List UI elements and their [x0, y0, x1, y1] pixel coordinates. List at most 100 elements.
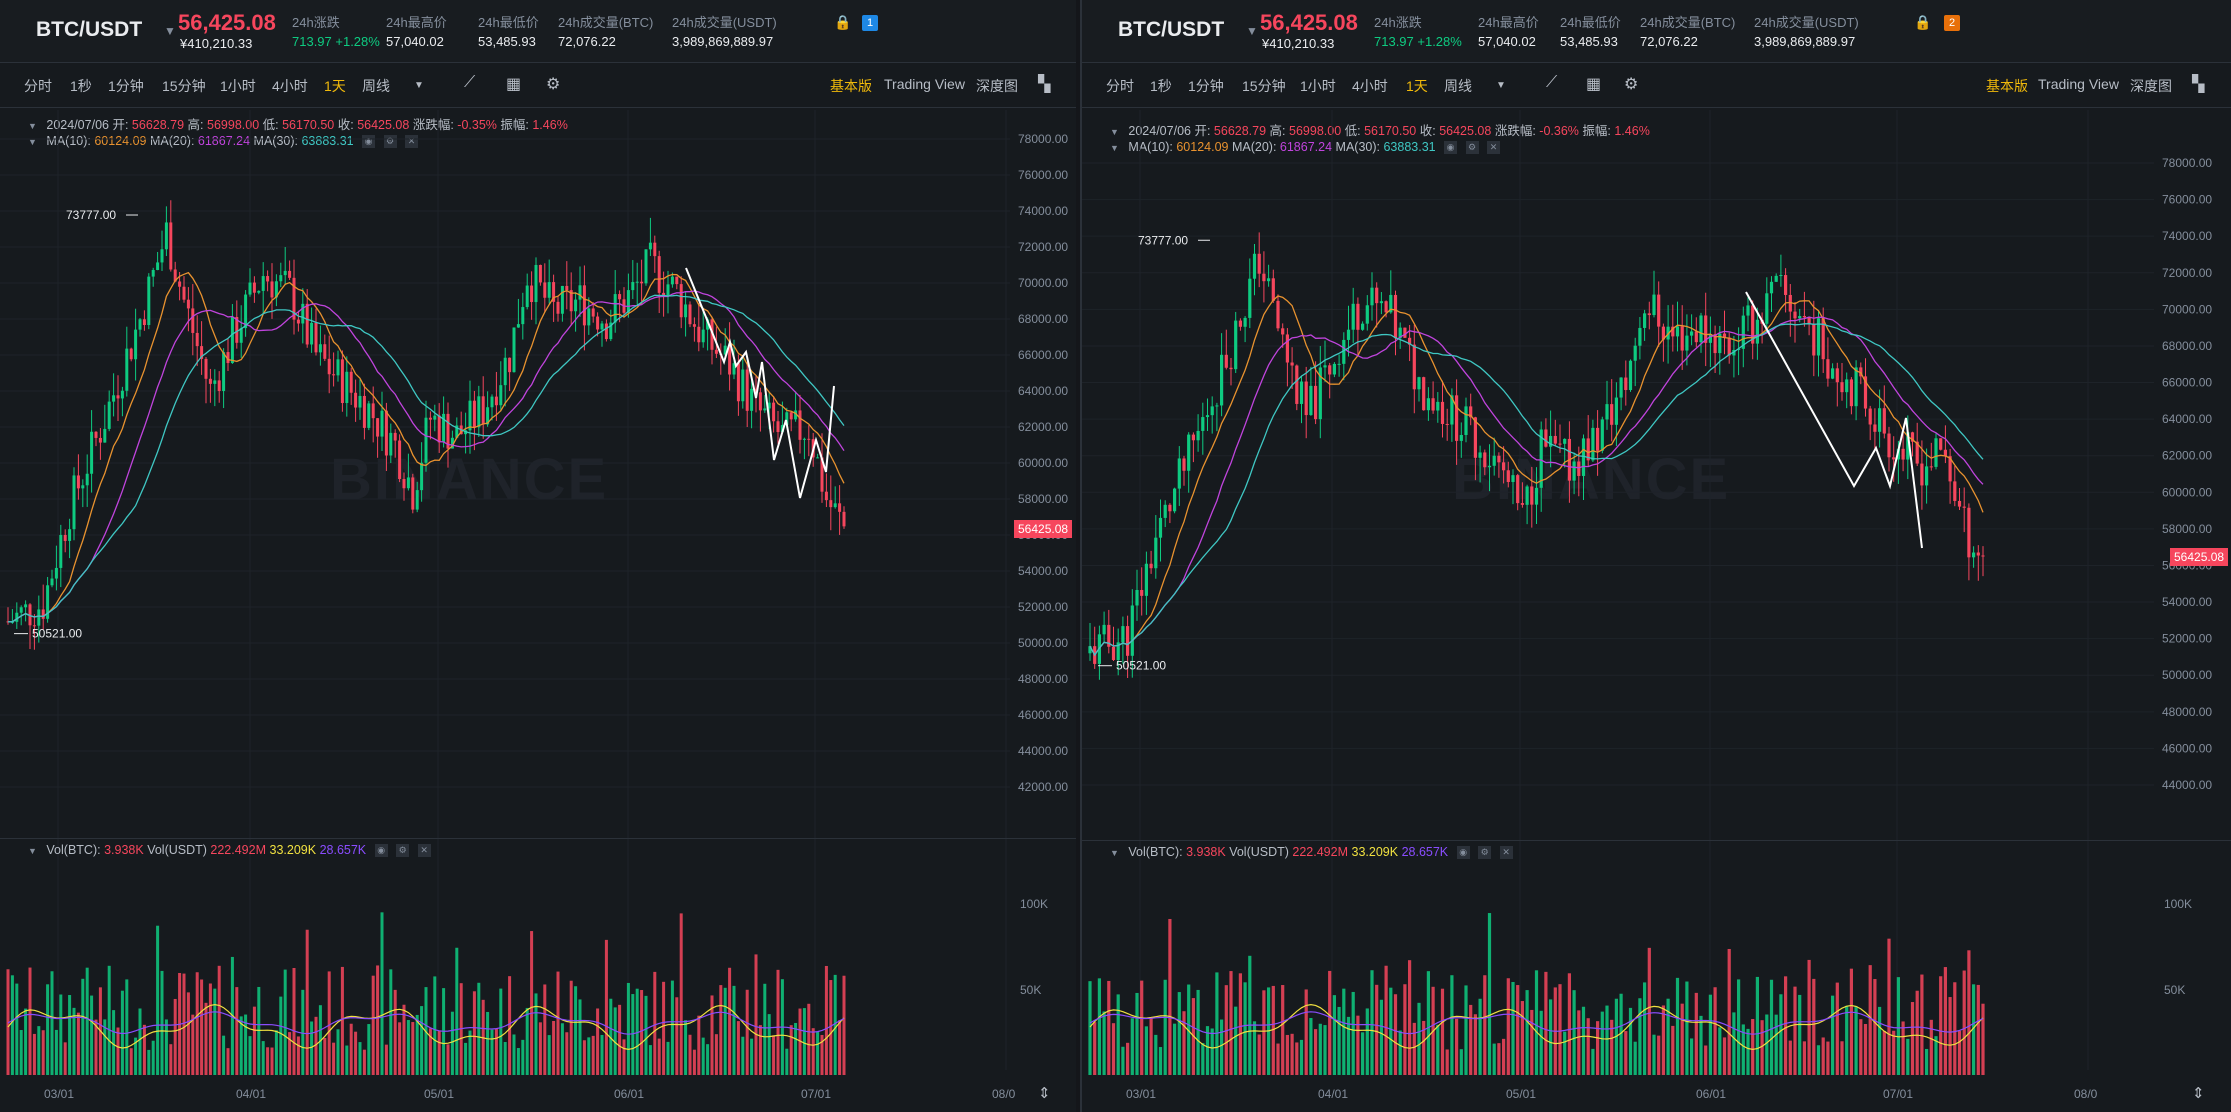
vol-visibility-icon[interactable]: ◉ — [374, 844, 388, 858]
volume-bar — [1549, 999, 1553, 1075]
interval-1s[interactable]: 1秒 — [70, 78, 92, 94]
vol-close-icon[interactable]: ✕ — [417, 844, 431, 858]
candle-body — [1215, 405, 1219, 407]
view-tradingview-tab[interactable]: Trading View — [884, 76, 965, 92]
view-basic-tab[interactable]: 基本版 — [1986, 78, 2028, 94]
volume-bar — [1544, 971, 1548, 1075]
volume-bar — [1243, 982, 1247, 1075]
candle-body — [653, 242, 657, 257]
interval-tick[interactable]: 分时 — [24, 78, 52, 94]
ohlc-change: -0.35% — [457, 118, 497, 132]
collapse-ma-icon[interactable]: ▼ — [28, 137, 37, 147]
interval-1h[interactable]: 1小时 — [1300, 78, 1336, 94]
collapse-ohlc-icon[interactable]: ▼ — [1110, 127, 1119, 137]
date-tick-label: 03/01 — [44, 1087, 74, 1101]
chart-type-icon[interactable]: ▦ — [1586, 76, 1602, 93]
view-tradingview-tab[interactable]: Trading View — [2038, 76, 2119, 92]
symbol-dropdown-icon[interactable]: ▼ — [1246, 24, 1258, 38]
collapse-volume-icon[interactable]: ▼ — [1110, 848, 1119, 858]
vol-visibility-icon[interactable]: ◉ — [1456, 846, 1470, 860]
layout-grid-icon[interactable]: ▚ — [1038, 76, 1051, 93]
ma-visibility-icon[interactable]: ◉ — [1444, 141, 1458, 155]
symbol-dropdown-icon[interactable]: ▼ — [164, 24, 176, 38]
chart-pane-left: BTC/USDT ▼ 56,425.08 ¥410,210.33 24h涨跌 7… — [0, 0, 1076, 1112]
price-tick-label: 74000.00 — [2162, 229, 2212, 243]
interval-1d[interactable]: 1天 — [1406, 78, 1428, 94]
ma-close-icon[interactable]: ✕ — [405, 135, 419, 149]
candle-body — [1107, 624, 1111, 647]
settings-icon[interactable]: ⚙ — [546, 76, 561, 93]
ma-visibility-icon[interactable]: ◉ — [362, 135, 376, 149]
lock-icon[interactable]: 🔒 — [1914, 14, 1932, 30]
collapse-ohlc-icon[interactable]: ▼ — [28, 121, 37, 131]
interval-1s[interactable]: 1秒 — [1150, 78, 1172, 94]
candle-body — [1130, 605, 1134, 656]
candle-body — [1285, 334, 1289, 363]
axis-scale-icon[interactable]: ⇕ — [1038, 1085, 1051, 1102]
candle-body — [169, 222, 173, 270]
candle-body — [574, 299, 578, 312]
candle-body — [266, 276, 270, 282]
interval-1h[interactable]: 1小时 — [220, 78, 256, 94]
more-intervals-icon[interactable]: ▼ — [1496, 80, 1506, 91]
candle-body — [723, 345, 727, 355]
vol-close-icon[interactable]: ✕ — [1499, 846, 1513, 860]
volume-bar — [1140, 980, 1144, 1075]
candle-body — [274, 281, 278, 298]
candle-body — [1238, 320, 1242, 327]
interval-4h[interactable]: 4小时 — [272, 78, 308, 94]
interval-15m[interactable]: 15分钟 — [162, 78, 206, 94]
volume-bar — [1849, 968, 1853, 1075]
ma-settings-icon[interactable]: ⚙ — [383, 135, 397, 149]
interval-1w[interactable]: 周线 — [362, 78, 390, 94]
interval-15m[interactable]: 15分钟 — [1242, 78, 1286, 94]
indicator-icon[interactable]: ⟋ — [1546, 74, 1558, 91]
candle-body — [1934, 438, 1938, 467]
view-basic-tab[interactable]: 基本版 — [830, 78, 872, 94]
candle-body — [1737, 348, 1741, 350]
interval-1m[interactable]: 1分钟 — [1188, 78, 1224, 94]
price-tick-label: 60000.00 — [2162, 485, 2212, 499]
candle-body — [556, 301, 560, 314]
ma30-label: MA(30): — [253, 134, 298, 148]
drawn-trendline — [685, 267, 835, 499]
candle-body — [1581, 438, 1586, 476]
settings-icon[interactable]: ⚙ — [1624, 76, 1639, 93]
interval-1m[interactable]: 1分钟 — [108, 78, 144, 94]
axis-scale-icon[interactable]: ⇕ — [2192, 1085, 2205, 1102]
vol-settings-icon[interactable]: ⚙ — [1478, 846, 1492, 860]
symbol-title[interactable]: BTC/USDT — [36, 18, 143, 41]
view-depth-tab[interactable]: 深度图 — [2130, 78, 2172, 94]
volume-bar — [1393, 994, 1398, 1075]
chart-type-icon[interactable]: ▦ — [506, 76, 522, 93]
volume-bar — [1450, 975, 1454, 1075]
interval-1d[interactable]: 1天 — [324, 78, 346, 94]
candlestick-chart[interactable]: 78000.00 76000.00 74000.00 72000.00 70000.00… — [1082, 0, 2231, 1112]
volume-bar — [1826, 1041, 1830, 1075]
candle-body — [63, 534, 67, 541]
interval-1w[interactable]: 周线 — [1444, 78, 1472, 94]
max-price-label: 73777.00 — [66, 208, 116, 222]
volume-bar — [151, 1040, 155, 1075]
ohlc-close: 56425.08 — [1439, 124, 1492, 138]
view-depth-tab[interactable]: 深度图 — [976, 78, 1018, 94]
candlestick-chart[interactable]: 78000.00 76000.00 74000.00 72000.00 70000.00… — [0, 0, 1076, 1112]
volume-bar — [1299, 1039, 1304, 1075]
ma-settings-icon[interactable]: ⚙ — [1465, 141, 1479, 155]
symbol-title[interactable]: BTC/USDT — [1118, 18, 1225, 41]
candle-body — [1408, 337, 1412, 345]
candle-body — [807, 438, 811, 440]
ma-close-icon[interactable]: ✕ — [1487, 141, 1501, 155]
lock-icon[interactable]: 🔒 — [834, 14, 852, 30]
vol-settings-icon[interactable]: ⚙ — [396, 844, 410, 858]
interval-4h[interactable]: 4小时 — [1352, 78, 1388, 94]
candle-body — [15, 612, 19, 622]
layout-grid-icon[interactable]: ▚ — [2192, 76, 2205, 93]
volume-bar — [362, 1049, 366, 1075]
interval-tick[interactable]: 分时 — [1106, 78, 1134, 94]
collapse-volume-icon[interactable]: ▼ — [28, 846, 37, 856]
more-intervals-icon[interactable]: ▼ — [414, 80, 424, 91]
candle-body — [604, 323, 608, 340]
collapse-ma-icon[interactable]: ▼ — [1110, 143, 1119, 153]
indicator-icon[interactable]: ⟋ — [464, 74, 476, 91]
